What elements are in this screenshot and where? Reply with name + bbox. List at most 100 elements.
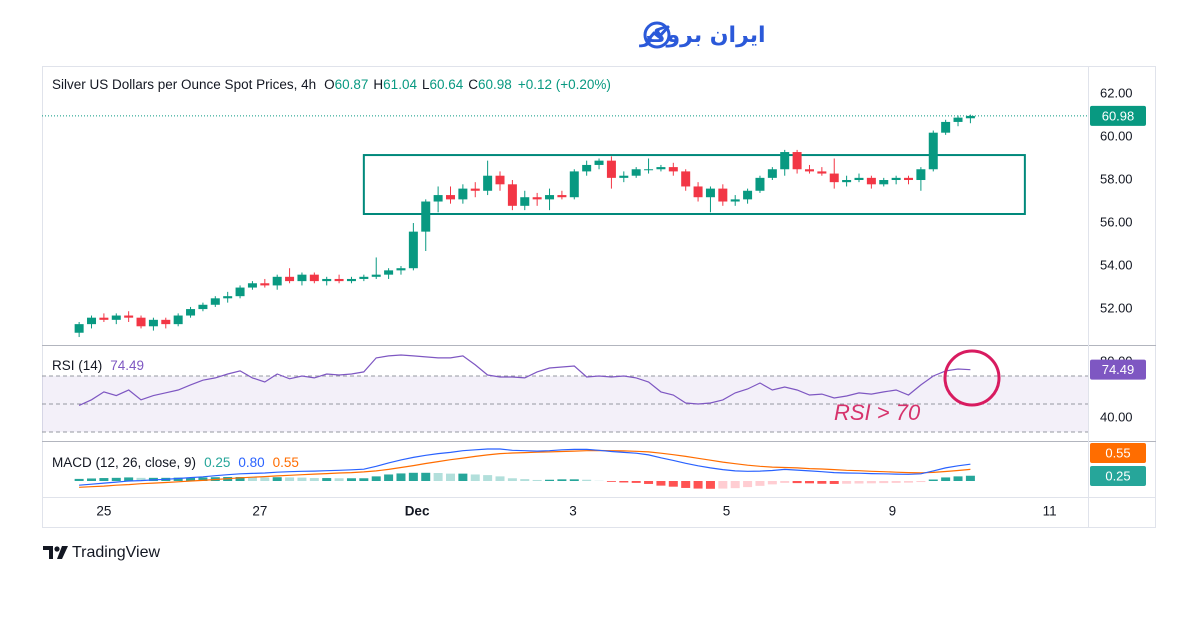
histogram-bar	[830, 481, 839, 484]
histogram-bar	[793, 481, 802, 483]
y-tick-label: 52.00	[1100, 301, 1133, 316]
histogram-bar	[892, 481, 901, 483]
histogram-bar	[545, 480, 554, 481]
histogram-bar	[458, 474, 467, 481]
histogram-bar	[434, 473, 443, 481]
candle-body	[916, 169, 925, 180]
watermark-icon	[54, 546, 59, 551]
candle-body	[285, 277, 294, 281]
histogram-bar	[916, 481, 925, 482]
legend: RSI (14)74.49	[52, 358, 144, 373]
candle-body	[149, 320, 158, 326]
histogram-bar	[768, 481, 777, 484]
histogram-bar	[322, 478, 331, 481]
histogram-bar	[471, 474, 480, 481]
x-tick-label: 3	[569, 504, 577, 519]
candle-body	[211, 298, 220, 304]
histogram-bar	[929, 480, 938, 481]
histogram-bar	[867, 481, 876, 483]
legend-ohlc-value: 60.64	[429, 77, 463, 92]
legend-title: MACD (12, 26, close, 9)	[52, 455, 196, 470]
candle-body	[384, 270, 393, 274]
candle-body	[768, 169, 777, 178]
candle-body	[223, 296, 232, 298]
histogram-bar	[966, 476, 975, 481]
candle-body	[780, 152, 789, 169]
histogram-bar	[335, 478, 344, 481]
legend: MACD (12, 26, close, 9) 0.25 0.80 0.55	[52, 455, 299, 470]
histogram-bar	[508, 478, 517, 481]
histogram-bar	[755, 481, 764, 486]
legend-ohlc-value: 60.87	[335, 77, 369, 92]
candle-body	[842, 180, 851, 182]
candle-body	[817, 171, 826, 173]
histogram-bar	[731, 481, 740, 488]
candle-body	[879, 180, 888, 184]
legend-ohlc-value: 60.98	[478, 77, 512, 92]
y-tick-label: 58.00	[1100, 171, 1133, 186]
histogram-bar	[805, 481, 814, 483]
histogram-bar	[842, 481, 851, 484]
histogram-bar	[273, 477, 282, 481]
candle-body	[681, 171, 690, 186]
candle-body	[669, 167, 678, 171]
y-tick-label: 54.00	[1100, 257, 1133, 272]
histogram-bar	[372, 476, 381, 481]
legend-value: 0.25	[204, 455, 230, 470]
candle-body	[941, 122, 950, 133]
histogram-bar	[285, 477, 294, 481]
histogram-bar	[718, 481, 727, 489]
legend: Silver US Dollars per Ounce Spot Prices,…	[52, 77, 611, 92]
candle-body	[273, 277, 282, 286]
candle-body	[929, 133, 938, 170]
brand-logo: ایران بروکر	[639, 23, 766, 48]
histogram-bar	[533, 480, 542, 481]
candle-body	[867, 178, 876, 184]
histogram-bar	[743, 481, 752, 487]
x-tick-label: 9	[889, 504, 897, 519]
candle-body	[656, 167, 665, 169]
candle-body	[359, 277, 368, 279]
candle-body	[508, 184, 517, 206]
candle-body	[335, 279, 344, 281]
candle-body	[99, 318, 108, 320]
histogram-bar	[260, 477, 269, 481]
histogram-bar	[409, 473, 418, 481]
legend-value: 0.55	[273, 455, 299, 470]
histogram-bar	[359, 478, 368, 481]
histogram-bar	[347, 478, 356, 481]
candle-body	[75, 324, 84, 333]
candle-body	[582, 165, 591, 171]
candle-body	[954, 118, 963, 122]
histogram-bar	[496, 476, 505, 481]
x-tick-label: 5	[723, 504, 731, 519]
price-label: 74.49	[1102, 362, 1135, 377]
candle-body	[595, 161, 604, 165]
candle-body	[347, 279, 356, 281]
candle-body	[409, 232, 418, 269]
candle-body	[706, 189, 715, 198]
candle-body	[718, 189, 727, 202]
price-label: 60.98	[1102, 108, 1135, 123]
candle-body	[904, 178, 913, 180]
candle-body	[557, 195, 566, 197]
x-tick-label: 25	[96, 504, 111, 519]
y-tick-label: 62.00	[1100, 85, 1133, 100]
candle-body	[112, 316, 121, 320]
histogram-bar	[557, 479, 566, 481]
legend-ohlc-label: O	[324, 77, 335, 92]
histogram-bar	[780, 481, 789, 483]
candle-body	[533, 197, 542, 199]
candle-body	[694, 186, 703, 197]
legend-value: 0.80	[238, 455, 264, 470]
candle-body	[854, 178, 863, 180]
legend-ohlc-label: H	[373, 77, 383, 92]
candle-body	[471, 189, 480, 191]
watermark-text: TradingView	[72, 544, 160, 561]
candle-body	[372, 275, 381, 277]
candle-body	[483, 176, 492, 191]
candle-body	[421, 202, 430, 232]
candle-body	[731, 199, 740, 201]
